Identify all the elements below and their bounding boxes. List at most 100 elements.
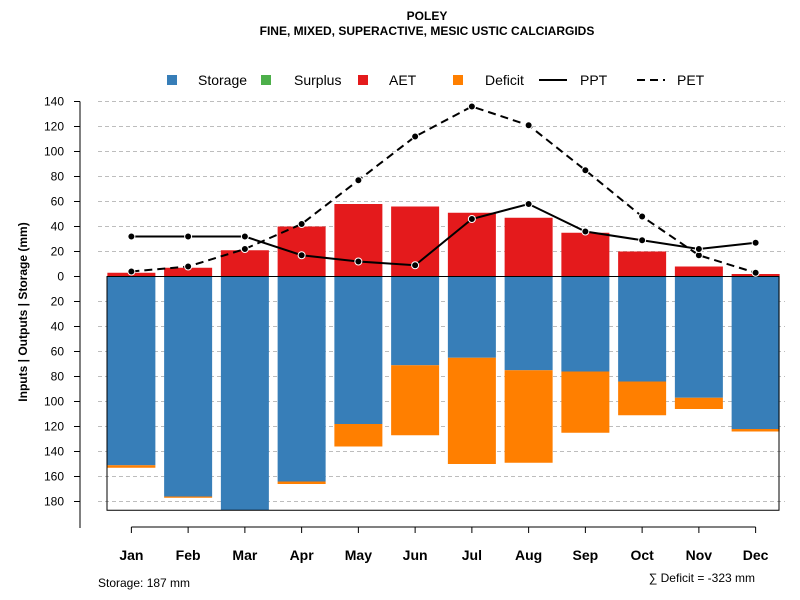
y-tick-label: 60 [51,345,65,359]
ppt-point [751,238,760,247]
legend-label: Surplus [294,72,341,88]
ppt-point [127,232,136,241]
deficit-bar [107,465,156,468]
ppt-point [694,245,703,253]
axes: 140 120 100 80 60 40 20 0 20 40 60 80 100 120 140 160 18… [44,95,769,564]
legend-label: PET [677,72,705,88]
storage-bar [618,276,667,382]
pet-point [524,121,533,130]
deficit-bar [391,365,440,436]
aet-bar [561,232,610,277]
storage-bar [447,276,496,358]
storage-bar [561,276,610,372]
storage-bar [731,276,780,429]
storage-annotation: Storage: 187 mm [98,576,190,590]
deficit-bar [504,370,553,463]
aet-bar [618,251,667,277]
y-tick-label: 20 [51,295,65,309]
pet-point [581,166,590,175]
deficit-bar [277,481,326,484]
ppt-point [354,257,363,266]
x-tick-label: Mar [232,547,257,563]
chart-title: POLEY [407,9,448,23]
y-tick-label: 80 [51,370,65,384]
aet-bar [447,212,496,277]
deficit-bar [731,429,780,432]
pet-point [127,267,136,276]
deficit-bar [447,357,496,464]
series-lines [127,102,760,277]
pet-point [240,245,249,253]
y-tick-label: 0 [57,270,64,284]
ppt-point [581,227,590,236]
y-tick-label: 160 [44,470,64,484]
ppt-point [297,251,306,260]
legend-label: AET [389,72,417,88]
pet-point [297,220,306,228]
ppt-point [524,200,533,208]
legend-label: PPT [580,72,608,88]
storage-bar [674,276,723,398]
pet-point [467,102,476,111]
aet-bar [220,250,269,277]
aet-bar [674,266,723,277]
pet-line [131,105,756,274]
ppt-point [184,232,193,241]
y-tick-label: 120 [44,420,64,434]
aet-bar [504,217,553,277]
x-tick-label: Sep [573,547,599,563]
x-tick-label: May [345,547,372,563]
bars [107,204,780,511]
storage-bar [334,276,383,424]
x-tick-label: Jan [119,547,143,563]
y-tick-label: 180 [44,495,64,509]
legend: Storage Surplus AET Deficit PPT PET [167,72,705,88]
storage-bar [277,276,326,482]
deficit-bar [674,397,723,409]
deficit-annotation: ∑ Deficit = -323 mm [649,571,755,585]
y-tick-label: 140 [44,95,64,109]
legend-swatch [453,75,463,85]
aet-bar [164,267,213,277]
legend-label: Storage [198,72,247,88]
deficit-bar [334,424,383,447]
y-tick-label: 140 [44,445,64,459]
y-tick-label: 120 [44,120,64,134]
storage-bar [391,276,440,366]
ppt-point [411,261,420,270]
ppt-point [638,236,647,245]
ppt-line [131,202,756,267]
deficit-bar [618,381,667,416]
x-tick-label: Nov [686,547,713,563]
x-tick-label: Oct [630,547,654,563]
aet-bar [334,204,383,277]
legend-swatch [358,75,368,85]
y-tick-label: 40 [51,320,65,334]
x-tick-label: Feb [176,547,201,563]
pet-point [751,268,760,277]
deficit-bar [164,496,213,498]
ppt-point [467,215,476,223]
pet-point [411,132,420,141]
storage-bar [164,276,213,497]
y-tick-label: 60 [51,195,65,209]
legend-label: Deficit [485,72,524,88]
legend-swatch [167,75,177,85]
x-tick-label: Jun [403,547,428,563]
x-tick-label: Dec [743,547,769,563]
y-tick-label: 20 [51,245,65,259]
x-tick-label: Apr [290,547,315,563]
x-tick-label: Jul [462,547,482,563]
y-tick-label: 80 [51,170,65,184]
pet-point [354,176,363,185]
ppt-point [240,232,249,241]
y-tick-label: 40 [51,220,65,234]
y-tick-label: 100 [44,395,64,409]
storage-bar [107,276,156,466]
grid-lines [98,101,785,502]
deficit-bar [561,371,610,433]
x-tick-label: Aug [515,547,542,563]
y-axis-label: Inputs | Outputs | Storage (mm) [16,222,30,401]
y-tick-label: 100 [44,145,64,159]
